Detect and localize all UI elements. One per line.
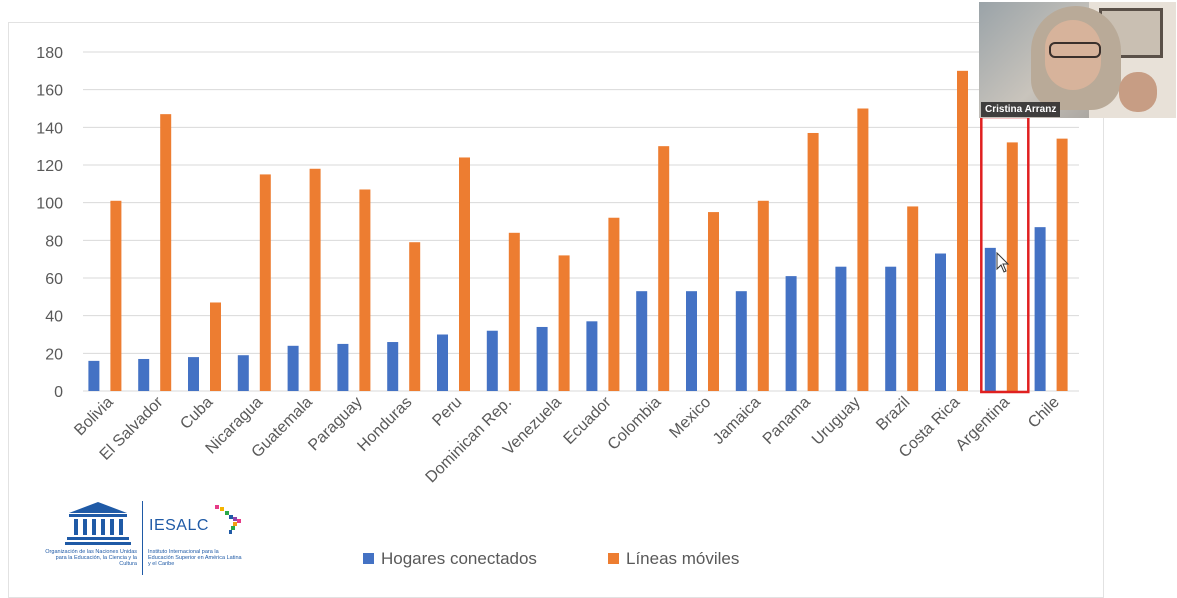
x-tick-label: Bolivia — [71, 394, 116, 439]
legend-swatch — [608, 553, 619, 564]
bar-lineas — [558, 255, 570, 391]
x-tick-label: Jamaica — [710, 394, 764, 448]
iesalc-name: IESALC — [149, 517, 209, 534]
bar-hogares — [1034, 227, 1046, 391]
x-tick-label: Panama — [760, 394, 814, 448]
bar-lineas — [1006, 142, 1018, 391]
x-tick-label: Dominican Rep. — [423, 394, 516, 487]
bar-hogares — [486, 330, 498, 391]
bar-lineas — [757, 200, 769, 391]
bar-lineas — [309, 168, 321, 391]
y-tick-label: 100 — [36, 196, 63, 213]
bar-hogares — [88, 360, 100, 391]
webcam-video[interactable]: Cristina Arranz — [979, 2, 1176, 118]
bar-lineas — [708, 212, 719, 391]
bar-hogares — [935, 253, 946, 391]
x-tick-label: Argentina — [953, 394, 1014, 455]
y-tick-label: 40 — [45, 309, 63, 326]
x-tick-label: Honduras — [354, 394, 415, 455]
x-tick-label: Cuba — [177, 394, 216, 433]
x-tick-label: Mexico — [666, 394, 714, 442]
glasses-icon — [1049, 42, 1101, 58]
y-tick-label: 0 — [54, 384, 63, 401]
y-tick-label: 120 — [36, 158, 63, 175]
y-tick-label: 160 — [36, 83, 63, 100]
bar-hogares — [138, 358, 150, 391]
legend-label: Líneas móviles — [626, 549, 739, 568]
y-tick-label: 60 — [45, 271, 63, 288]
bar-lineas — [508, 232, 520, 391]
bar-hogares — [636, 291, 648, 391]
bar-lineas — [658, 146, 670, 391]
unesco-logo — [65, 502, 131, 545]
x-tick-label: Peru — [429, 394, 465, 430]
y-tick-label: 80 — [45, 233, 63, 250]
bar-lineas — [359, 189, 371, 391]
presenter-hand — [1119, 72, 1157, 112]
bar-lineas — [160, 114, 172, 392]
bar-lineas — [957, 70, 968, 392]
participant-name: Cristina Arranz — [981, 102, 1061, 117]
bar-lineas — [857, 108, 869, 391]
bar-hogares — [188, 357, 199, 391]
logo-divider — [142, 501, 143, 575]
bar-hogares — [586, 321, 598, 391]
y-tick-label: 20 — [45, 346, 63, 363]
bar-lineas — [110, 200, 122, 391]
y-tick-label: 180 — [36, 45, 63, 62]
bar-hogares — [337, 343, 349, 391]
bar-hogares — [536, 326, 548, 391]
bar-lineas — [459, 157, 470, 391]
bar-lineas — [1056, 138, 1068, 391]
bar-lineas — [608, 217, 620, 391]
iesalc-sub-text: Instituto Internacional para la Educació… — [148, 549, 242, 567]
bar-hogares — [287, 345, 299, 391]
unesco-org-text: Organización de las Naciones Unidas para… — [45, 549, 137, 567]
x-tick-label: Chile — [1025, 394, 1063, 432]
bar-lineas — [807, 132, 819, 391]
bar-hogares — [686, 291, 697, 391]
bar-hogares — [885, 266, 897, 391]
bar-hogares — [237, 355, 249, 391]
bar-hogares — [785, 276, 797, 391]
cursor-icon — [996, 251, 1010, 273]
x-tick-label: Uruguay — [809, 394, 864, 449]
y-tick-label: 140 — [36, 120, 63, 137]
x-tick-label: Brazil — [873, 394, 913, 434]
bar-lineas — [409, 242, 421, 391]
bar-hogares — [835, 266, 847, 391]
bar-lineas — [210, 302, 221, 391]
legend-swatch — [363, 553, 374, 564]
bar-hogares — [387, 342, 399, 391]
bar-lineas — [259, 174, 271, 391]
bar-hogares — [437, 334, 448, 391]
legend-label: Hogares conectados — [381, 549, 537, 568]
bar-hogares — [735, 291, 747, 391]
x-tick-label: Colombia — [605, 394, 665, 454]
bar-hogares — [984, 247, 996, 391]
bar-lineas — [907, 206, 919, 391]
latin-america-map-icon — [215, 505, 241, 534]
slide: 0 20 40 60 80 100 120 140 160 180 Bolivia El Salvad… — [8, 22, 1104, 598]
